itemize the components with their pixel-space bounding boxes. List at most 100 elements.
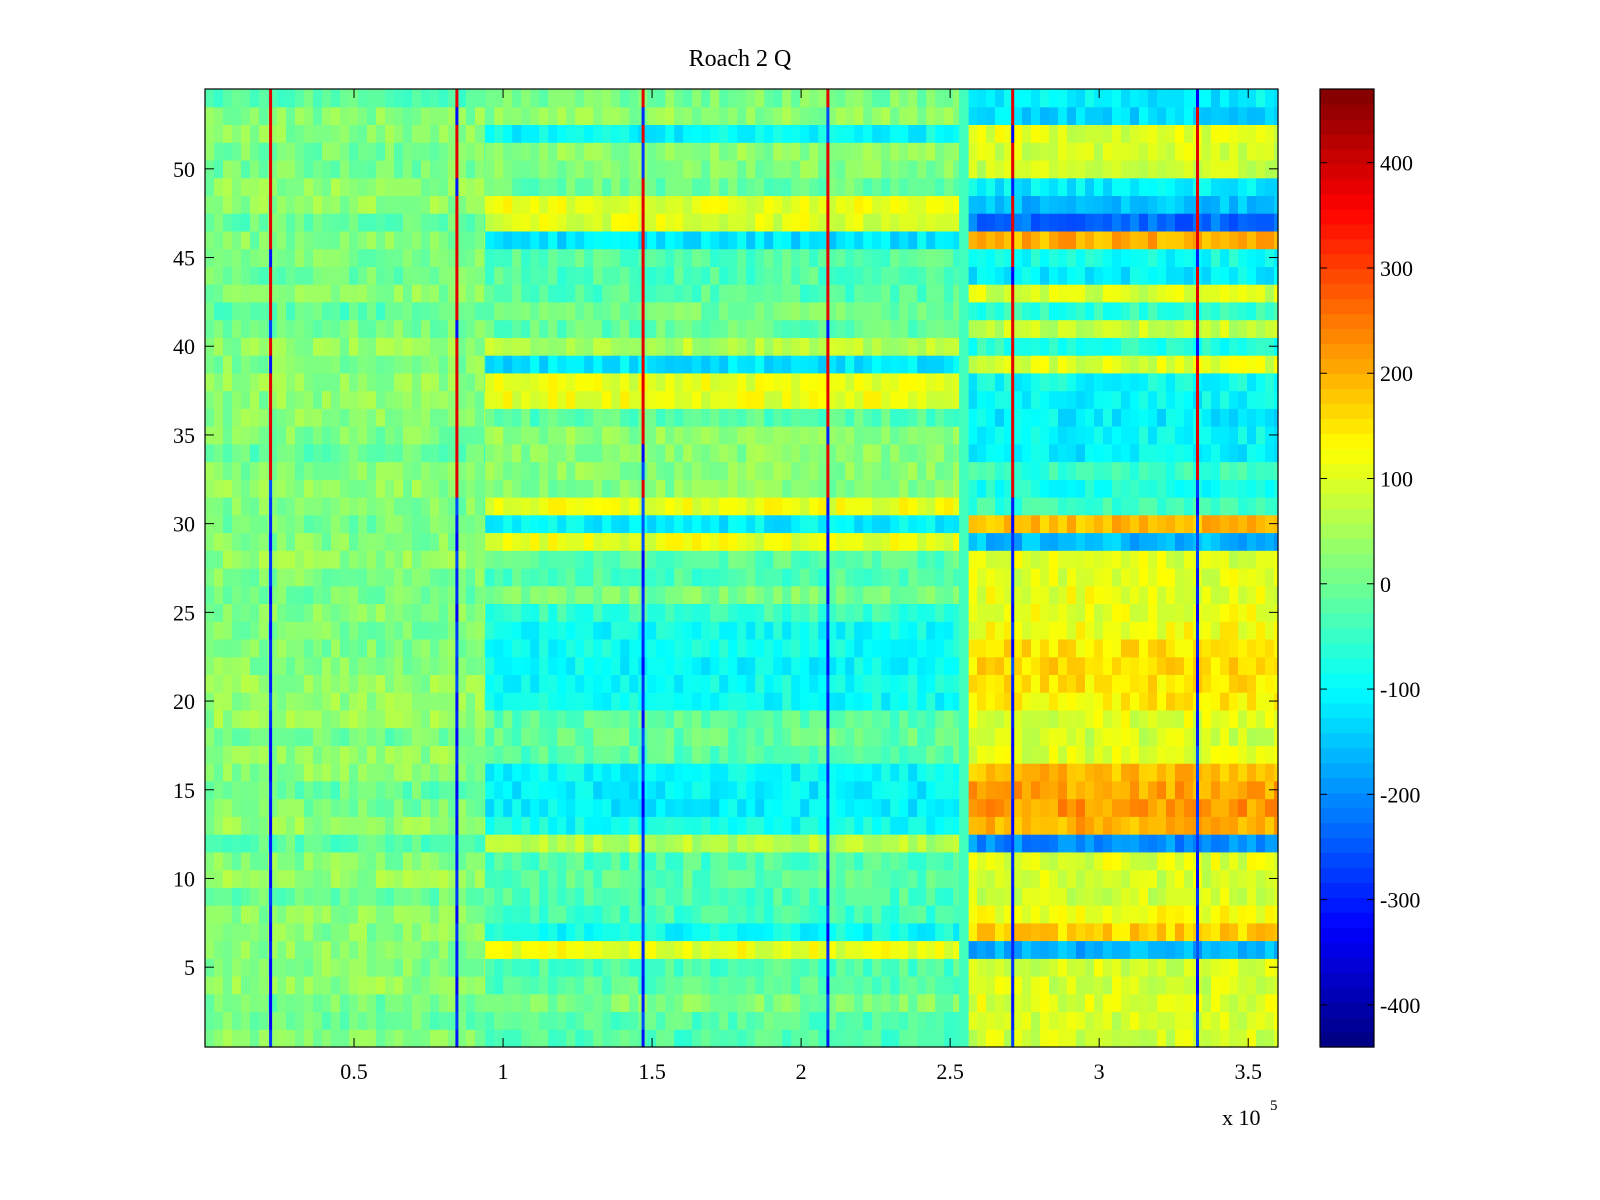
- heatmap-cell: [611, 745, 621, 764]
- heatmap-cell: [1256, 976, 1266, 995]
- heatmap-cell: [331, 709, 341, 729]
- heatmap-cell: [881, 993, 891, 1013]
- heatmap-cell: [259, 674, 269, 693]
- heatmap-cell: [692, 727, 702, 746]
- heatmap-cell: [548, 603, 558, 622]
- heatmap-cell: [746, 443, 756, 463]
- heatmap-cell: [620, 248, 630, 267]
- heatmap-cell: [584, 248, 594, 267]
- heatmap-cell: [665, 195, 675, 214]
- heatmap-cell: [1265, 976, 1275, 995]
- heatmap-cell: [521, 124, 531, 143]
- heatmap-cell: [295, 142, 305, 161]
- heatmap-cell: [494, 177, 504, 196]
- heatmap-cell: [376, 674, 386, 693]
- heatmap-cell: [836, 213, 846, 232]
- heatmap-cell: [313, 124, 323, 143]
- heatmap-cell: [232, 514, 242, 534]
- heatmap-cell: [692, 745, 702, 764]
- heatmap-cell: [611, 248, 621, 267]
- heatmap-cell: [746, 390, 756, 409]
- heatmap-cell: [917, 1029, 927, 1048]
- heatmap-cell: [935, 780, 945, 800]
- heatmap-cell: [304, 443, 314, 463]
- heatmap-cell: [782, 532, 792, 551]
- heatmap-cell: [935, 160, 945, 179]
- heatmap-cell: [430, 568, 440, 587]
- heatmap-cell: [818, 621, 828, 640]
- heatmap-cell: [602, 1011, 612, 1030]
- heatmap-cell: [448, 89, 458, 108]
- heatmap-cell: [259, 887, 269, 906]
- heatmap-cell: [223, 106, 233, 125]
- heatmap-cell: [800, 603, 810, 622]
- heatmap-cell: [944, 905, 954, 924]
- heatmap-cell: [908, 177, 918, 196]
- heatmap-cell: [512, 656, 522, 675]
- heatmap-cell: [791, 976, 801, 995]
- heatmap-cell: [214, 745, 224, 764]
- heatmap-cell: [827, 993, 837, 1013]
- heatmap-cell: [575, 372, 585, 392]
- heatmap-cell: [890, 89, 900, 108]
- heatmap-cell: [863, 266, 873, 285]
- heatmap-cell: [944, 408, 954, 427]
- heatmap-cell: [430, 976, 440, 995]
- heatmap-cell: [746, 160, 756, 179]
- heatmap-cell: [917, 443, 927, 463]
- heatmap-cell: [331, 372, 341, 392]
- heatmap-cell: [448, 993, 458, 1013]
- heatmap-cell: [917, 709, 927, 729]
- heatmap-cell: [791, 905, 801, 924]
- heatmap-cell: [530, 390, 540, 409]
- heatmap-cell: [836, 248, 846, 267]
- heatmap-cell: [394, 674, 404, 693]
- heatmap-cell: [665, 976, 675, 995]
- heatmap-cell: [602, 639, 612, 658]
- heatmap-cell: [926, 887, 936, 906]
- heatmap-cell: [466, 674, 476, 693]
- heatmap-cell: [908, 922, 918, 942]
- heatmap-cell: [764, 940, 774, 959]
- heatmap-cell: [232, 301, 242, 321]
- heatmap-cell: [521, 230, 531, 250]
- heatmap-cell: [800, 1029, 810, 1048]
- heatmap-cell: [872, 1011, 882, 1030]
- heatmap-cell: [863, 461, 873, 480]
- heatmap-cell: [512, 585, 522, 604]
- heatmap-cell: [755, 1011, 765, 1030]
- heatmap-cell: [782, 266, 792, 285]
- heatmap-cell: [494, 479, 504, 498]
- heatmap-cell: [674, 639, 684, 658]
- heatmap-cell: [566, 106, 576, 125]
- heatmap-cell: [223, 674, 233, 693]
- heatmap-cell: [1130, 940, 1140, 959]
- heatmap-cell: [575, 408, 585, 427]
- heatmap-cell: [223, 834, 233, 853]
- heatmap-cell: [394, 922, 404, 942]
- heatmap-cell: [295, 89, 305, 108]
- heatmap-cell: [385, 408, 395, 427]
- heatmap-cell: [421, 177, 431, 196]
- heatmap-cell: [1265, 905, 1275, 924]
- heatmap-cell: [764, 230, 774, 250]
- heatmap-cell: [214, 372, 224, 392]
- heatmap-cell: [818, 408, 828, 427]
- heatmap-cell: [620, 160, 630, 179]
- heatmap-cell: [205, 763, 215, 782]
- heatmap-cell: [584, 461, 594, 480]
- heatmap-cell: [475, 922, 485, 942]
- heatmap-cell: [1004, 851, 1014, 871]
- heatmap-cell: [908, 461, 918, 480]
- heatmap-cell: [494, 124, 504, 143]
- heatmap-cell: [692, 1029, 702, 1048]
- heatmap-cell: [214, 301, 224, 321]
- heatmap-cell: [421, 1029, 431, 1048]
- heatmap-cell: [665, 89, 675, 108]
- heatmap-cell: [205, 301, 215, 321]
- heatmap-cell: [863, 532, 873, 551]
- heatmap-cell: [340, 160, 350, 179]
- heatmap-cell: [845, 869, 855, 888]
- heatmap-cell: [683, 922, 693, 942]
